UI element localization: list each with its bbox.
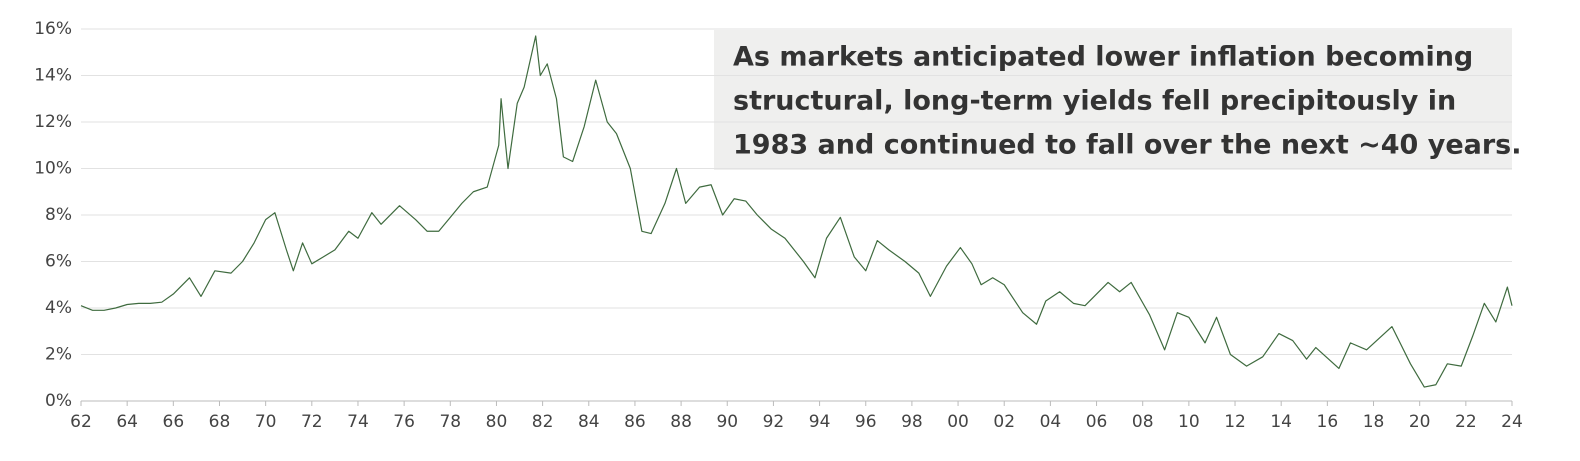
y-tick-label: 14%	[34, 66, 72, 86]
y-tick-label: 10%	[34, 159, 72, 179]
annotation-line: structural, long-term yields fell precip…	[733, 86, 1456, 117]
y-tick-label: 6%	[45, 252, 72, 272]
annotation-line: 1983 and continued to fall over the next…	[733, 130, 1522, 161]
x-tick-label: 98	[901, 412, 923, 432]
x-tick-label: 76	[393, 412, 415, 432]
x-tick-label: 22	[1455, 412, 1477, 432]
x-tick-label: 10	[1178, 412, 1200, 432]
x-tick-label: 62	[70, 412, 92, 432]
x-tick-label: 04	[1040, 412, 1062, 432]
y-tick-label: 4%	[45, 298, 72, 318]
x-tick-label: 18	[1363, 412, 1385, 432]
x-tick-label: 84	[578, 412, 600, 432]
y-tick-label: 12%	[34, 112, 72, 132]
x-tick-label: 74	[347, 412, 369, 432]
x-tick-label: 96	[855, 412, 877, 432]
x-tick-label: 78	[439, 412, 461, 432]
x-tick-label: 64	[116, 412, 138, 432]
x-tick-label: 66	[163, 412, 185, 432]
x-tick-label: 00	[947, 412, 969, 432]
y-tick-label: 8%	[45, 205, 72, 225]
x-tick-label: 80	[486, 412, 508, 432]
x-tick-label: 20	[1409, 412, 1431, 432]
x-tick-label: 12	[1224, 412, 1246, 432]
y-tick-label: 2%	[45, 345, 72, 365]
x-tick-label: 86	[624, 412, 646, 432]
x-tick-label: 68	[209, 412, 231, 432]
x-tick-label: 14	[1270, 412, 1292, 432]
annotation-box	[714, 30, 1512, 170]
x-tick-label: 70	[255, 412, 277, 432]
x-tick-label: 16	[1317, 412, 1339, 432]
x-tick-label: 02	[993, 412, 1015, 432]
x-tick-label: 06	[1086, 412, 1108, 432]
line	[80, 35, 1513, 388]
y-tick-label: 0%	[45, 391, 72, 411]
x-tick-label: 90	[716, 412, 738, 432]
x-tick-label: 08	[1132, 412, 1154, 432]
x-tick-label: 88	[670, 412, 692, 432]
x-tick-label: 94	[809, 412, 831, 432]
x-tick-label: 92	[763, 412, 785, 432]
x-tick-label: 72	[301, 412, 323, 432]
x-tick-label: 82	[532, 412, 554, 432]
x-tick-label: 24	[1501, 412, 1523, 432]
y-tick-label: 16%	[34, 19, 72, 39]
annotation-line: As markets anticipated lower inflation b…	[733, 42, 1473, 73]
